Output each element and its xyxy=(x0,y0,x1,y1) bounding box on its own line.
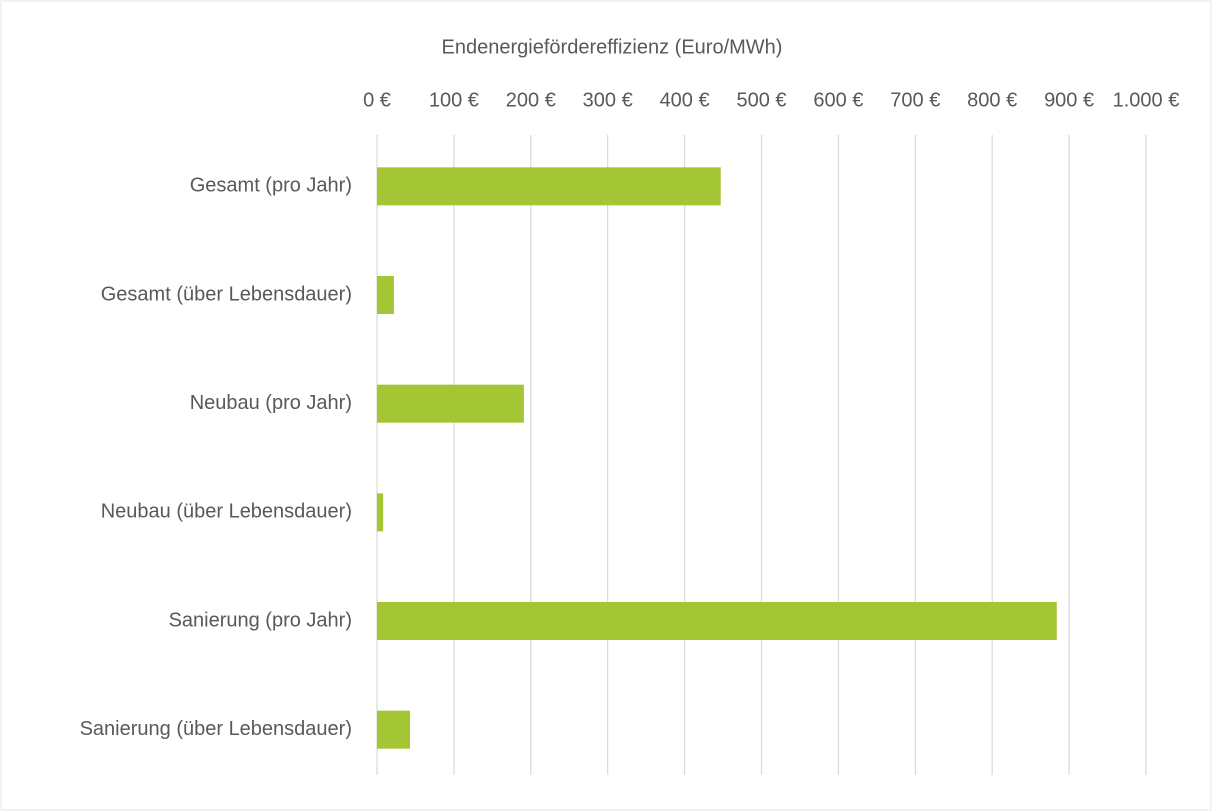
x-tick-label: 600 € xyxy=(813,89,863,111)
y-tick-label: Neubau (pro Jahr) xyxy=(190,392,352,414)
bar xyxy=(377,493,384,532)
x-tick-label: 1.000 € xyxy=(1113,89,1180,111)
x-tick-label: 400 € xyxy=(660,89,710,111)
x-tick-label: 900 € xyxy=(1044,89,1094,111)
x-tick-label: 300 € xyxy=(583,89,633,111)
bar xyxy=(377,602,1057,640)
bar xyxy=(377,384,524,423)
y-tick-label: Sanierung (über Lebensdauer) xyxy=(80,718,352,740)
chart-title: Endenergiefördereffizienz (Euro/MWh) xyxy=(442,36,783,58)
y-tick-label: Neubau (über Lebensdauer) xyxy=(101,501,352,523)
y-tick-label: Gesamt (pro Jahr) xyxy=(190,175,352,197)
bar xyxy=(377,276,394,314)
x-tick-label: 800 € xyxy=(967,89,1017,111)
x-tick-label: 0 € xyxy=(363,89,391,111)
x-tick-label: 700 € xyxy=(890,89,940,111)
bar xyxy=(377,710,411,749)
x-tick-label: 200 € xyxy=(506,89,556,111)
y-tick-label: Gesamt (über Lebensdauer) xyxy=(101,283,352,305)
y-tick-label: Sanierung (pro Jahr) xyxy=(169,609,352,631)
bar xyxy=(377,167,721,206)
x-tick-label: 100 € xyxy=(429,89,479,111)
x-tick-label: 500 € xyxy=(736,89,786,111)
